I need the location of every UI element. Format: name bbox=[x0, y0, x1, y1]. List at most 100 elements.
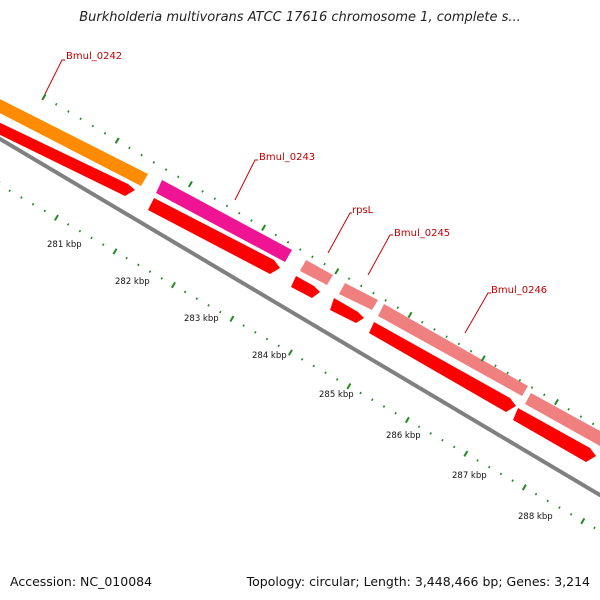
accession-label: Accession: NC_010084 bbox=[10, 574, 153, 589]
tick-label: 283 kbp bbox=[184, 314, 219, 324]
minor-tick bbox=[567, 408, 570, 411]
minor-tick bbox=[152, 161, 156, 164]
minor-tick bbox=[265, 337, 269, 341]
minor-tick bbox=[300, 357, 304, 361]
minor-tick bbox=[324, 371, 327, 375]
cds-feature[interactable] bbox=[291, 276, 320, 298]
cds-feature[interactable] bbox=[148, 198, 280, 274]
minor-tick bbox=[569, 513, 573, 516]
major-tick bbox=[114, 137, 120, 144]
minor-tick bbox=[417, 425, 421, 429]
major-tick bbox=[261, 224, 267, 231]
minor-tick bbox=[201, 190, 204, 193]
gene-label-bmul-0245[interactable]: Bmul_0245 bbox=[394, 228, 450, 239]
tick-label: 286 kbp bbox=[386, 431, 421, 441]
gene-label-bmul-0243[interactable]: Bmul_0243 bbox=[259, 152, 315, 163]
gene-feature-rpsl[interactable] bbox=[300, 260, 333, 285]
minor-tick bbox=[384, 299, 387, 302]
gene-labels: Bmul_0242 Bmul_0243 rpsL Bmul_0245 Bmul_… bbox=[66, 51, 547, 296]
minor-tick bbox=[394, 411, 397, 415]
minor-tick bbox=[102, 243, 105, 247]
leader-line-bmul-0246 bbox=[464, 292, 491, 334]
tick-label: 284 kbp bbox=[252, 351, 287, 361]
minor-tick bbox=[530, 386, 534, 389]
minor-tick bbox=[103, 131, 107, 135]
minor-tick bbox=[421, 320, 424, 324]
minor-tick bbox=[382, 405, 386, 408]
major-tick bbox=[463, 450, 469, 457]
minor-tick bbox=[31, 202, 35, 206]
minor-tick bbox=[469, 349, 473, 353]
major-tick bbox=[407, 311, 413, 319]
minor-tick bbox=[78, 229, 82, 233]
minor-tick bbox=[67, 110, 70, 113]
major-tick bbox=[480, 355, 486, 362]
minor-tick bbox=[445, 335, 448, 339]
minor-tick bbox=[429, 432, 432, 435]
minor-tick bbox=[558, 506, 561, 509]
minor-tick bbox=[286, 240, 290, 244]
minor-tick bbox=[250, 219, 253, 222]
minor-tick bbox=[372, 291, 375, 295]
leader-line-bmul-0243 bbox=[234, 159, 258, 201]
gene-feature-bmul-0243[interactable] bbox=[156, 180, 292, 262]
leader-line-rpsl bbox=[327, 212, 352, 254]
minor-tick bbox=[137, 263, 140, 267]
gene-feature-bmul-0245[interactable] bbox=[339, 283, 378, 310]
minor-tick bbox=[593, 526, 596, 530]
minor-tick bbox=[323, 262, 326, 266]
minor-tick bbox=[254, 330, 257, 334]
major-tick bbox=[54, 214, 59, 221]
cds-feature[interactable] bbox=[0, 118, 135, 196]
minor-tick bbox=[359, 391, 362, 395]
backbone-line bbox=[0, 136, 600, 498]
minor-tick bbox=[298, 248, 302, 251]
minor-tick bbox=[347, 277, 351, 280]
minor-tick bbox=[183, 290, 187, 294]
minor-tick bbox=[54, 102, 58, 106]
minor-tick bbox=[20, 196, 23, 199]
minor-tick bbox=[66, 223, 70, 226]
minor-tick bbox=[91, 124, 95, 128]
major-tick bbox=[112, 248, 118, 255]
gene-feature-bmul-0246-cont[interactable] bbox=[525, 393, 600, 446]
minor-tick bbox=[237, 211, 241, 215]
minor-tick bbox=[148, 270, 152, 273]
major-tick bbox=[334, 268, 340, 275]
minor-tick bbox=[242, 324, 245, 327]
gene-lane bbox=[0, 94, 600, 446]
major-tick bbox=[404, 416, 410, 424]
gene-label-bmul-0246[interactable]: Bmul_0246 bbox=[491, 285, 547, 296]
minor-tick bbox=[312, 364, 316, 368]
gene-feature-bmul-0242[interactable] bbox=[0, 94, 148, 186]
tick-label: 288 kbp bbox=[518, 512, 553, 522]
major-tick bbox=[41, 93, 47, 101]
gene-label-rpsl[interactable]: rpsL bbox=[352, 205, 374, 216]
minor-tick bbox=[335, 378, 339, 381]
tick-labels: 281 kbp 282 kbp 283 kbp 284 kbp 285 kbp … bbox=[47, 240, 553, 522]
minor-tick bbox=[225, 204, 229, 208]
cds-feature[interactable] bbox=[330, 298, 364, 323]
minor-tick bbox=[506, 371, 509, 375]
gene-label-bmul-0242[interactable]: Bmul_0242 bbox=[66, 51, 122, 62]
minor-tick bbox=[359, 284, 363, 288]
cds-feature[interactable] bbox=[513, 408, 596, 462]
major-tick bbox=[521, 484, 527, 491]
minor-tick bbox=[457, 342, 461, 346]
gene-feature-bmul-0246[interactable] bbox=[378, 304, 528, 396]
major-tick bbox=[554, 398, 559, 406]
minor-tick bbox=[543, 393, 546, 397]
minor-tick bbox=[207, 304, 210, 307]
cds-lane bbox=[0, 118, 596, 462]
major-tick bbox=[580, 517, 586, 525]
cds-feature[interactable] bbox=[369, 322, 516, 412]
minor-tick bbox=[274, 233, 278, 237]
major-tick bbox=[229, 315, 235, 323]
minor-tick bbox=[518, 378, 522, 382]
major-tick bbox=[287, 349, 293, 356]
minor-tick bbox=[218, 310, 222, 314]
major-tick bbox=[187, 180, 193, 188]
minor-tick bbox=[128, 146, 131, 150]
tick-label: 287 kbp bbox=[452, 471, 487, 481]
